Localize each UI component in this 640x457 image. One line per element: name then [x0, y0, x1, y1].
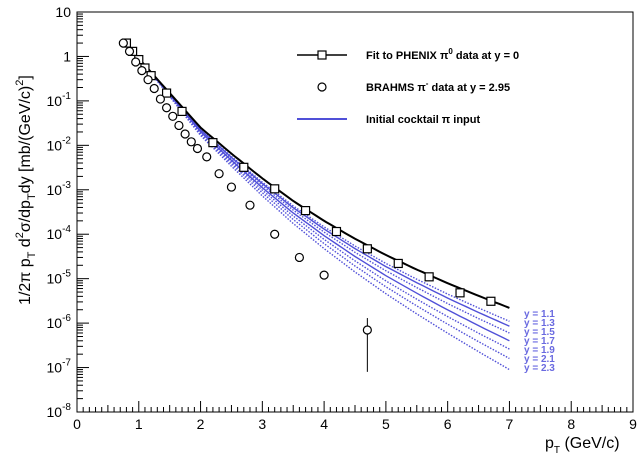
y-tick-label: 10-6 [47, 313, 72, 331]
fit-line [122, 39, 510, 309]
phenix-point [300, 206, 311, 216]
x-tick-label: 3 [258, 416, 266, 432]
cocktail-rapidity-labels: y = 1.1y = 1.3y = 1.5y = 1.7y = 1.9y = 2… [524, 309, 555, 374]
y-tick-label: 10-3 [47, 180, 72, 198]
brahms-point [186, 137, 196, 147]
brahms-points [118, 38, 372, 372]
y-axis-ticks: 10 1 10-1 10-2 10-3 10-4 10-5 10-6 10-7 10-8 [47, 4, 89, 420]
x-tick-label: 8 [567, 416, 575, 432]
cocktail-curve [138, 58, 510, 327]
legend: Fit to PHENIX π0 data at y = 0 BRAHMS π- … [297, 47, 519, 126]
phenix-points [121, 38, 496, 306]
y-tick-label: 10-8 [47, 402, 72, 420]
rapidity-label: y = 1.9 [524, 345, 555, 356]
cocktail-curve [138, 58, 510, 350]
x-axis-title: pT (GeV/c) [545, 435, 620, 456]
rapidity-label: y = 2.1 [524, 354, 555, 365]
phenix-point [455, 288, 465, 298]
x-tick-label: 6 [444, 416, 452, 432]
x-tick-label: 1 [135, 416, 143, 432]
x-tick-label: 4 [320, 416, 328, 432]
legend-label: Initial cocktail π input [366, 114, 480, 126]
y-tick-label: 10-4 [47, 224, 72, 242]
y-tick-label: 10-2 [47, 135, 72, 153]
brahms-point [362, 325, 372, 335]
phenix-point [239, 162, 249, 172]
cocktail-curve [138, 58, 510, 322]
rapidity-label: y = 1.3 [524, 318, 555, 329]
x-tick-label: 5 [382, 416, 390, 432]
brahms-point [226, 182, 237, 192]
brahms-point [245, 200, 255, 210]
x-axis-ticks: 0 1 2 3 4 5 6 7 8 9 [73, 401, 637, 432]
legend-label: Fit to PHENIX π0 data at y = 0 [366, 47, 519, 62]
x-tick-label: 0 [73, 416, 81, 432]
brahms-point [118, 38, 128, 48]
legend-square-marker [317, 50, 327, 60]
brahms-point [180, 129, 190, 139]
brahms-point [192, 143, 203, 154]
rapidity-label: y = 2.3 [524, 363, 555, 374]
y-tick-label: 10-7 [47, 358, 72, 376]
x-tick-label: 2 [197, 416, 205, 432]
brahms-point [161, 103, 172, 113]
brahms-point [214, 169, 224, 179]
y-tick-label: 10 [55, 4, 71, 20]
legend-circle-marker [317, 82, 327, 92]
x-tick-label: 7 [506, 416, 514, 432]
brahms-point [270, 229, 280, 239]
y-tick-label: 10-1 [47, 91, 72, 109]
cocktail-curves [138, 58, 510, 371]
brahms-point [131, 57, 141, 67]
phenix-point [161, 88, 172, 98]
phenix-fit-curve [122, 39, 510, 309]
y-tick-label: 10-5 [47, 269, 72, 287]
brahms-point [174, 120, 184, 131]
y-axis-title: 1/2π pT d2σ/dpTdy [mb/(GeV/c)2] [14, 75, 38, 305]
brahms-point [149, 83, 159, 94]
brahms-point [202, 152, 212, 162]
cocktail-curve [138, 58, 510, 334]
brahms-point [155, 94, 165, 104]
phenix-point [208, 138, 218, 148]
brahms-point [124, 46, 135, 56]
y-axis-title-text: 1/2π pT d2σ/dpTdy [mb/(GeV/c)2] [14, 75, 38, 305]
phenix-point [424, 272, 434, 282]
cocktail-curve [138, 58, 510, 371]
rapidity-label: y = 1.1 [524, 309, 555, 320]
cocktail-curve [138, 58, 510, 342]
brahms-point [294, 252, 304, 263]
brahms-point [319, 270, 329, 280]
x-axis-title-text: pT (GeV/c) [545, 435, 620, 456]
y-tick-label: 1 [63, 48, 71, 64]
phenix-point [270, 184, 280, 194]
rapidity-label: y = 1.5 [524, 327, 555, 338]
brahms-point [168, 111, 178, 121]
phenix-point [331, 226, 342, 237]
phenix-point [486, 296, 496, 306]
legend-label: BRAHMS π- data at y = 2.95 [366, 79, 510, 94]
rapidity-label: y = 1.7 [524, 336, 555, 347]
phenix-point [177, 106, 187, 117]
phenix-point [393, 258, 403, 269]
brahms-point [137, 66, 147, 76]
brahms-point [143, 75, 153, 85]
x-tick-label: 9 [629, 416, 637, 432]
phenix-point [362, 244, 372, 254]
